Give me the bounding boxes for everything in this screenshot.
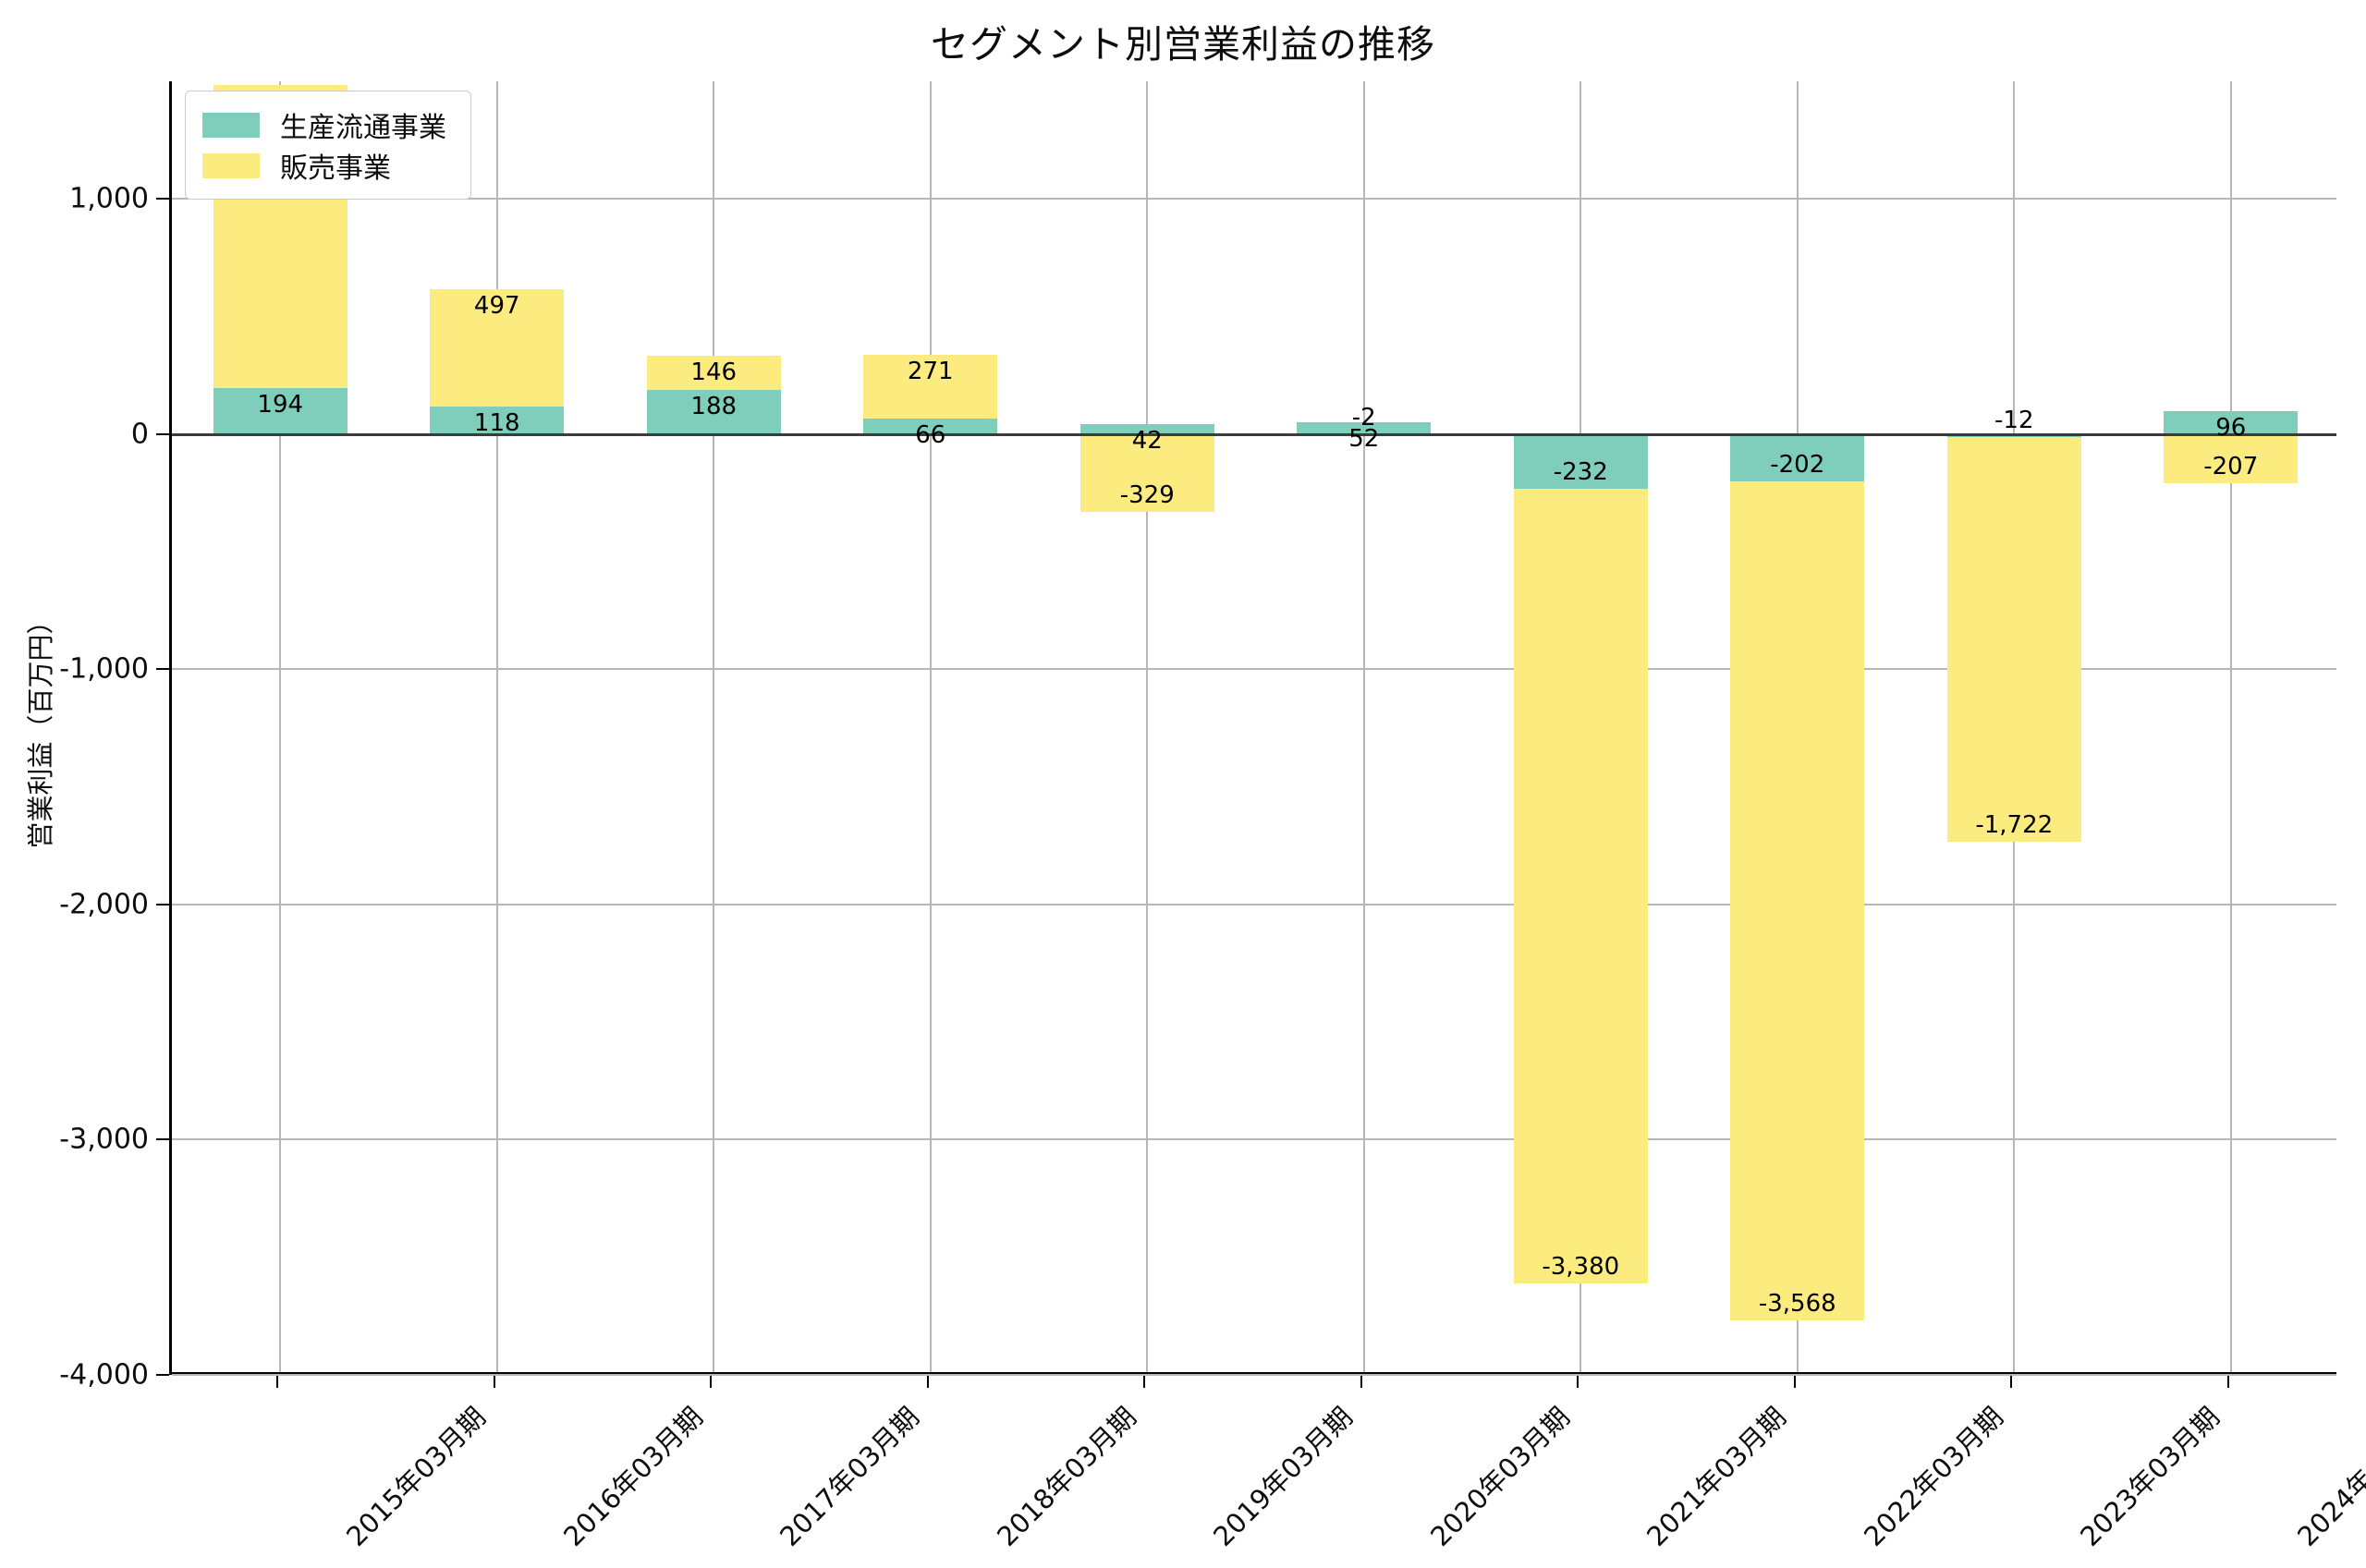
x-axis-tick-label: 2015年03月期	[340, 1401, 493, 1553]
legend-color-swatch	[202, 112, 260, 138]
x-axis-tick-mark	[276, 1375, 279, 1388]
gridline-vertical	[495, 81, 498, 1372]
y-axis-tick-label: -3,000	[59, 1123, 149, 1156]
bar-segment	[1946, 436, 2081, 843]
bar-value-label: 66	[915, 421, 946, 450]
bar-value-label: 96	[2215, 414, 2247, 443]
legend-item-label: 販売事業	[280, 152, 391, 185]
bar-value-label: -329	[1119, 480, 1175, 509]
bar-value-label: 42	[1131, 427, 1163, 456]
y-axis-tick-label: 0	[130, 418, 149, 451]
bar-value-label: -202	[1770, 451, 1825, 480]
bar-segment	[1513, 488, 1648, 1284]
bar-value-label: -232	[1553, 457, 1608, 486]
bar-value-label: 118	[473, 408, 520, 437]
y-axis-tick-mark	[156, 903, 169, 906]
bar-value-label: 194	[257, 391, 304, 419]
bar-segment	[1079, 424, 1214, 434]
x-axis-tick-label: 2022年03月期	[1857, 1401, 2009, 1553]
zero-baseline	[172, 432, 2336, 436]
x-axis-tick-mark	[1143, 1375, 1146, 1388]
y-axis-tick-label: -4,000	[59, 1358, 149, 1392]
x-axis-tick-label: 2021年03月期	[1640, 1401, 1793, 1553]
y-axis-tick-mark	[156, 198, 169, 201]
bar-segment	[863, 355, 998, 419]
bar-value-label: 52	[1348, 424, 1380, 453]
gridline-horizontal	[172, 1138, 2336, 1141]
y-axis-tick-label: -2,000	[59, 888, 149, 921]
y-axis-tick-mark	[156, 1374, 169, 1376]
bar-value-label: -1,722	[1975, 811, 2054, 840]
x-axis-tick-label: 2023年03月期	[2074, 1401, 2226, 1553]
x-axis-tick-label: 2017年03月期	[774, 1401, 926, 1553]
y-axis-tick-mark	[156, 432, 169, 435]
bar-segment	[430, 289, 565, 407]
x-axis-tick-label: 2024年03月期	[2290, 1401, 2366, 1553]
x-axis-tick-mark	[2010, 1375, 2013, 1388]
bar-value-label: 271	[907, 358, 954, 386]
bar-value-label: -3,380	[1542, 1253, 1620, 1282]
gridline-horizontal	[172, 1374, 2336, 1376]
gridline-horizontal	[172, 668, 2336, 671]
bar-value-label: -2	[1351, 404, 1376, 432]
gridline-vertical	[1362, 81, 1365, 1372]
bar-segment	[1513, 433, 1648, 489]
bar-segment	[213, 388, 348, 434]
x-axis-tick-mark	[2226, 1375, 2229, 1388]
legend-item[interactable]: 販売事業	[202, 145, 446, 186]
x-axis-tick-mark	[926, 1375, 929, 1388]
legend-item-label: 生産流通事業	[280, 112, 446, 144]
bar-segment	[646, 355, 781, 390]
x-axis-tick-label: 2019年03月期	[1207, 1401, 1360, 1553]
legend-color-swatch	[202, 152, 260, 178]
bar-value-label: 146	[690, 358, 738, 386]
x-axis-tick-label: 2020年03月期	[1423, 1401, 1576, 1553]
x-axis-tick-mark	[1793, 1375, 1796, 1388]
gridline-vertical	[279, 81, 282, 1372]
bar-segment	[2164, 411, 2299, 434]
gridline-vertical	[929, 81, 932, 1372]
y-axis-tick-label: -1,000	[59, 652, 149, 686]
gridline-horizontal	[172, 903, 2336, 906]
y-axis-tick-mark	[156, 1138, 169, 1141]
y-axis-tick-label: 1,000	[69, 182, 149, 215]
bar-value-label: -12	[1994, 406, 2034, 434]
bar-segment	[863, 419, 998, 434]
bar-value-label: 497	[473, 292, 520, 321]
bar-segment	[1079, 433, 1214, 512]
x-axis-tick-label: 2018年03月期	[990, 1401, 1142, 1553]
x-axis-tick-mark	[493, 1375, 495, 1388]
chart-legend: 生産流通事業 販売事業	[185, 91, 471, 200]
bar-segment	[2164, 433, 2299, 483]
gridline-vertical	[713, 81, 715, 1372]
gridline-horizontal	[172, 198, 2336, 201]
bar-value-label: -207	[2203, 452, 2259, 480]
x-axis-tick-mark	[1577, 1375, 1579, 1388]
y-axis-tick-mark	[156, 668, 169, 671]
legend-item[interactable]: 生産流通事業	[202, 104, 446, 145]
bar-segment	[1730, 433, 1865, 482]
bar-value-label: -3,568	[1758, 1290, 1836, 1319]
bar-segment	[1730, 481, 1865, 1321]
bar-segment	[430, 406, 565, 434]
gridline-vertical	[1146, 81, 1149, 1372]
y-axis-title-container: 営業利益（百万円）	[25, 81, 56, 1375]
bar-segment	[1297, 421, 1432, 434]
chart-title: セグメント別営業利益の推移	[931, 22, 1435, 67]
plot-area: 1941,2891184971881466627142-32952-2-232-…	[169, 81, 2336, 1376]
x-axis-tick-label: 2016年03月期	[556, 1401, 709, 1553]
y-axis-title: 営業利益（百万円）	[25, 607, 56, 849]
x-axis-tick-mark	[710, 1375, 713, 1388]
x-axis-tick-mark	[1360, 1375, 1362, 1388]
gridline-vertical	[2229, 81, 2232, 1372]
bar-value-label: 188	[690, 392, 738, 420]
bar-segment	[646, 389, 781, 434]
